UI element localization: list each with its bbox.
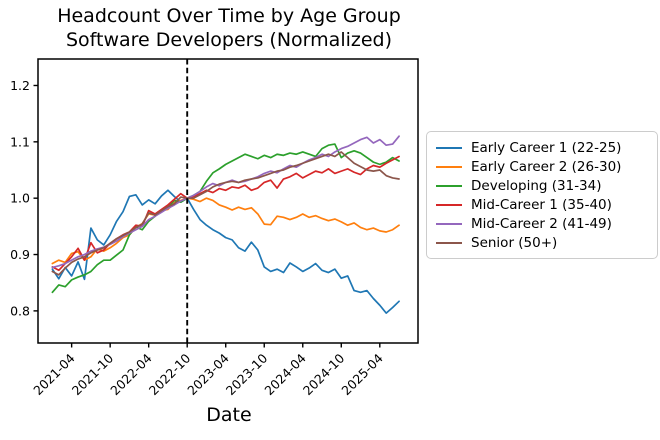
legend-line-swatch [436,203,462,206]
x-axis-tick-label: 2021-10 [69,350,117,398]
x-axis-tick-label: 2022-04 [107,350,155,398]
series-line-senior-50 [51,151,400,276]
x-axis-tick-label: 2021-04 [30,350,78,398]
legend-label: Mid-Career 2 (41-49) [471,215,612,232]
legend-label: Early Career 2 (26-30) [471,158,622,175]
legend-label: Developing (31-34) [471,177,602,194]
legend-label: Mid-Career 1 (35-40) [471,196,612,213]
chart-subtitle: Software Developers (Normalized) [65,29,393,51]
chart-title: Headcount Over Time by Age Group [57,5,401,27]
y-axis-tick-label: 0.9 [10,247,30,262]
legend-item-mid-career-1-35-40: Mid-Career 1 (35-40) [436,195,651,214]
legend-item-senior-50: Senior (50+) [436,233,651,252]
legend-item-mid-career-2-41-49: Mid-Career 2 (41-49) [436,214,651,233]
legend-line-swatch [436,222,462,225]
legend-item-early-career-1-22-25: Early Career 1 (22-25) [436,138,651,157]
x-axis-tick-label: 2023-10 [223,350,271,398]
x-axis-tick-label: 2022-10 [146,350,194,398]
x-axis-tick-label: 2025-04 [338,350,386,398]
legend-line-swatch [436,146,462,149]
y-axis-tick-label: 1.2 [10,78,30,93]
legend-label: Senior (50+) [471,234,558,251]
legend-label: Early Career 1 (22-25) [471,139,622,156]
legend-line-swatch [436,165,462,168]
series-line-early-career-1-22-25 [51,189,400,314]
series-line-developing-31-34 [51,143,400,294]
x-axis-label: Date [206,404,252,426]
y-axis-tick-label: 1.0 [10,191,30,206]
series-line-mid-career-1-35-40 [51,155,400,272]
legend-item-early-career-2-26-30: Early Career 2 (26-30) [436,157,651,176]
y-axis-tick-label: 0.8 [10,303,30,318]
x-axis-tick-label: 2023-04 [184,350,232,398]
axes-frame [37,58,419,344]
series-line-early-career-2-26-30 [51,197,400,265]
legend-item-developing-31-34: Developing (31-34) [436,176,651,195]
legend-line-swatch [436,184,462,187]
x-axis-tick-label: 2024-04 [261,350,309,398]
legend: Early Career 1 (22-25) Early Career 2 (26… [426,131,658,259]
legend-line-swatch [436,241,462,244]
y-axis-tick-label: 1.1 [10,134,30,149]
x-axis-tick-label: 2024-10 [300,350,348,398]
